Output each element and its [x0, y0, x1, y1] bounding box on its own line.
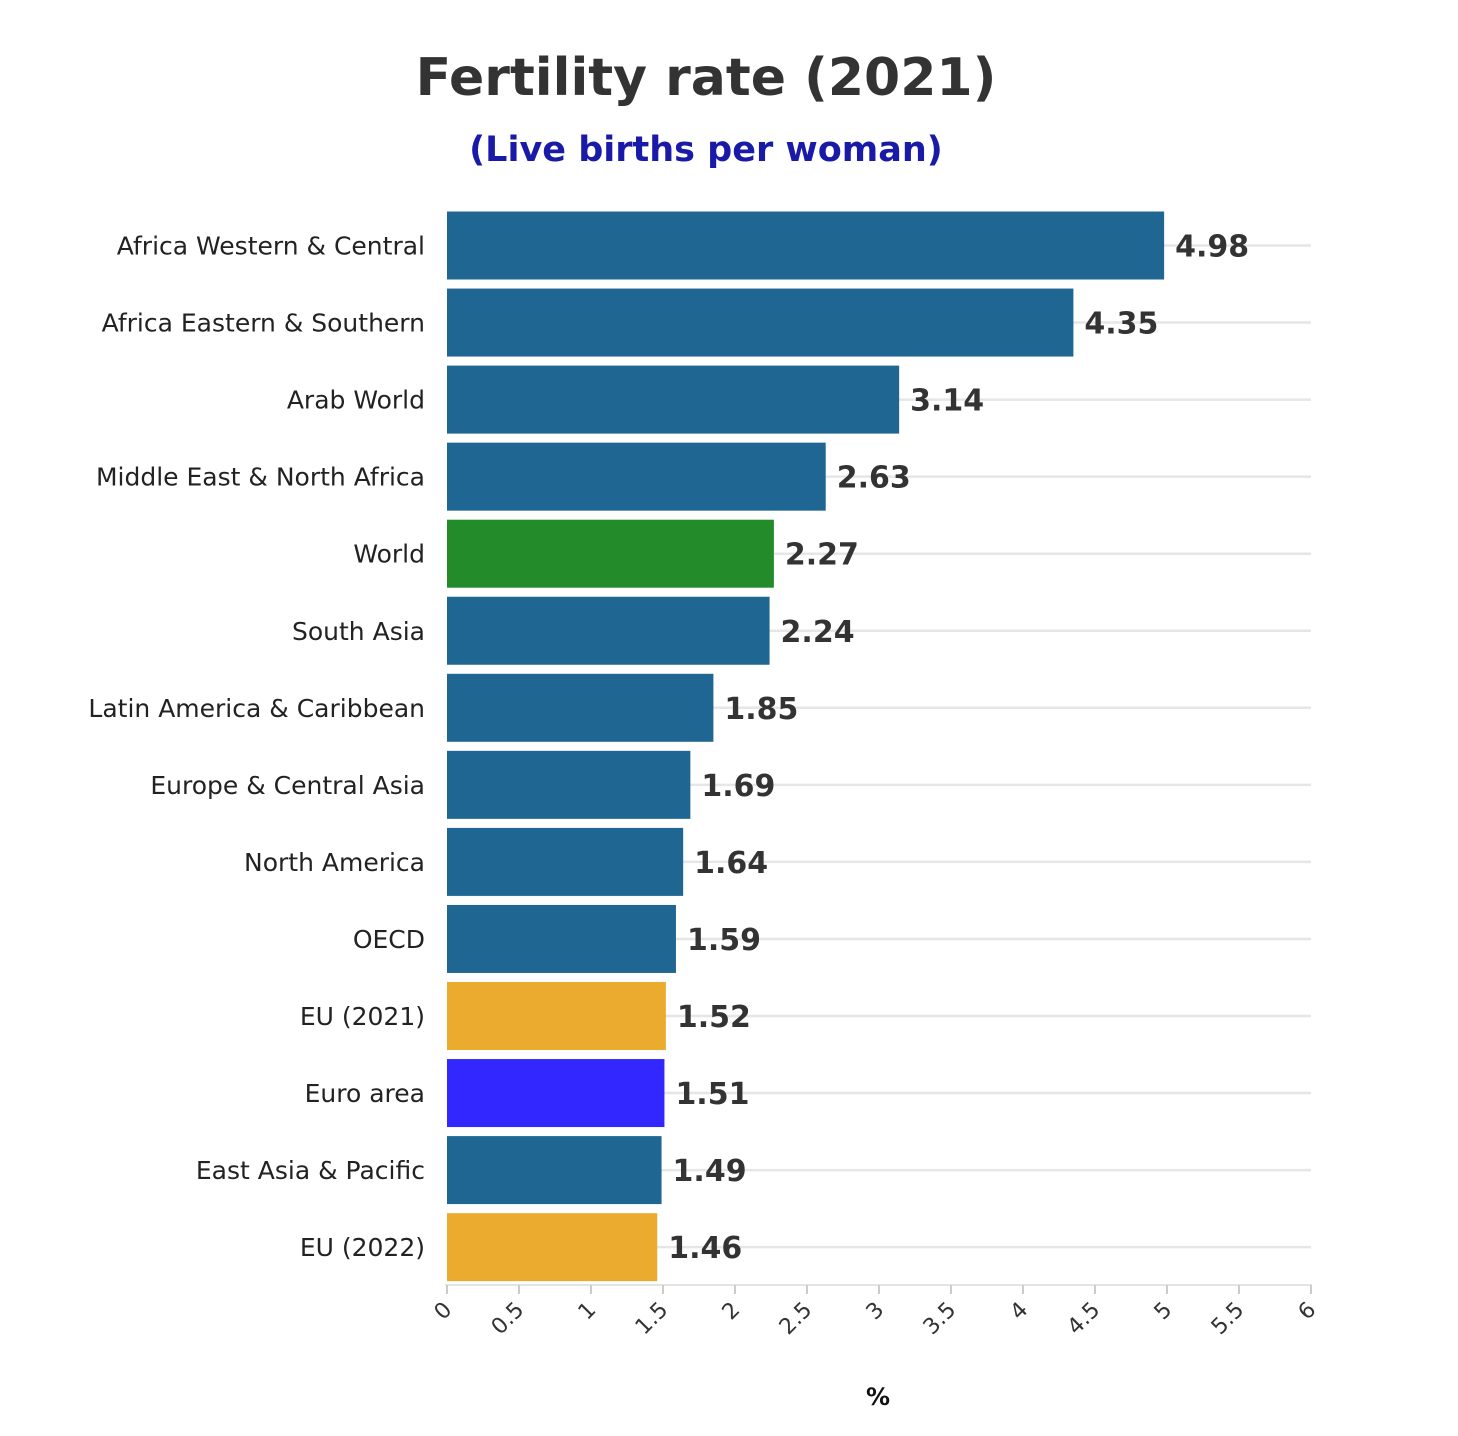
value-label: 2.24	[781, 615, 855, 650]
bar	[447, 1059, 665, 1128]
bar	[447, 519, 774, 588]
x-tick-label: 6	[1294, 1298, 1322, 1326]
x-tick-label: 3.5	[919, 1298, 961, 1340]
category-label: EU (2021)	[300, 1002, 425, 1031]
value-label: 3.14	[910, 384, 984, 419]
category-label: Latin America & Caribbean	[88, 694, 425, 723]
x-tick-label: 1.5	[631, 1298, 673, 1340]
x-tick-label: 4	[1006, 1298, 1034, 1326]
x-axis: 0 0.5 1 1.5 2 2.5 3 3.5 4 4.5 5 5.5 6	[430, 1284, 1322, 1340]
bar	[447, 982, 666, 1050]
value-label: 1.49	[673, 1154, 747, 1189]
value-label: 1.85	[724, 692, 798, 727]
bar	[447, 750, 691, 819]
bar	[447, 827, 684, 896]
value-label: 2.63	[837, 461, 911, 496]
value-label: 2.27	[785, 538, 859, 573]
value-label: 1.59	[687, 923, 761, 958]
bar	[447, 365, 900, 434]
category-label: Africa Western & Central	[117, 232, 425, 261]
category-label: Europe & Central Asia	[150, 771, 425, 800]
value-label: 1.52	[677, 1000, 751, 1035]
x-tick-label: 5.5	[1207, 1298, 1249, 1340]
bar	[447, 288, 1074, 357]
bars	[447, 211, 1165, 1282]
value-label: 4.98	[1175, 230, 1249, 265]
x-tick-label: 3	[862, 1298, 890, 1326]
value-label: 4.35	[1084, 307, 1158, 342]
value-label: 1.64	[694, 846, 768, 881]
category-labels: Africa Western & Central Africa Eastern &…	[88, 232, 425, 1263]
bar	[447, 211, 1165, 280]
value-label: 1.46	[668, 1231, 742, 1266]
category-label: North America	[244, 848, 425, 877]
x-tick-label: 2.5	[775, 1298, 817, 1340]
bar	[447, 596, 770, 665]
x-tick-label: 0.5	[487, 1298, 529, 1340]
category-label: World	[353, 540, 425, 569]
x-tick-label: 1	[574, 1298, 602, 1326]
x-axis-title: %	[866, 1383, 890, 1411]
x-tick-label: 2	[718, 1298, 746, 1326]
category-label: Arab World	[287, 386, 425, 415]
category-label: EU (2022)	[300, 1233, 425, 1262]
bar	[447, 673, 714, 742]
category-label: East Asia & Pacific	[196, 1156, 425, 1185]
x-tick-label: 4.5	[1063, 1298, 1105, 1340]
value-label: 1.69	[701, 769, 775, 804]
category-label: Africa Eastern & Southern	[102, 309, 425, 338]
value-labels: 4.98 4.35 3.14 2.63 2.27 2.24 1.85 1.69 1.64 1.59…	[668, 230, 1249, 1267]
category-label: South Asia	[292, 617, 425, 646]
chart-subtitle: (Live births per woman)	[469, 130, 943, 170]
bar	[447, 1136, 662, 1205]
value-label: 1.51	[675, 1077, 749, 1112]
chart-title: Fertility rate (2021)	[415, 48, 997, 108]
bar	[447, 904, 676, 973]
category-label: OECD	[353, 925, 425, 954]
category-label: Middle East & North Africa	[96, 463, 425, 492]
bar	[447, 442, 826, 511]
x-tick-label: 0	[430, 1298, 458, 1326]
x-tick-label: 5	[1150, 1298, 1178, 1326]
category-label: Euro area	[305, 1079, 425, 1108]
bar	[447, 1213, 658, 1282]
